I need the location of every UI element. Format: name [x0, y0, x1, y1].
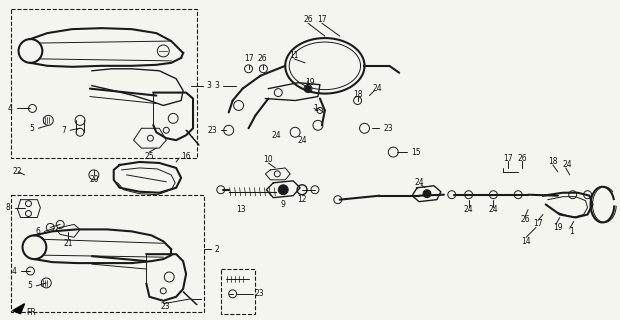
Text: 3: 3 [214, 81, 219, 90]
Text: 17: 17 [317, 15, 327, 24]
Text: 26: 26 [520, 215, 530, 224]
Text: 4: 4 [12, 267, 17, 276]
Text: 24: 24 [414, 178, 424, 187]
Text: 20: 20 [89, 175, 99, 184]
Text: 26: 26 [517, 154, 527, 163]
Text: 11: 11 [290, 52, 299, 60]
Text: 5: 5 [30, 124, 35, 133]
Text: 4: 4 [7, 104, 12, 113]
Text: 6: 6 [35, 227, 40, 236]
Text: 24: 24 [489, 205, 498, 214]
Text: 26: 26 [257, 54, 267, 63]
Text: 1: 1 [314, 104, 318, 113]
Circle shape [423, 190, 431, 198]
Text: 24: 24 [563, 160, 572, 170]
Text: 13: 13 [236, 205, 246, 214]
Bar [11, 195, 204, 312]
Bar [11, 9, 197, 158]
Text: 15: 15 [411, 148, 421, 156]
Text: 18: 18 [353, 90, 362, 99]
Text: 25: 25 [144, 152, 154, 161]
Text: 12: 12 [298, 195, 307, 204]
Text: 24: 24 [373, 84, 382, 93]
Bar [221, 269, 255, 314]
Text: 23: 23 [254, 289, 264, 298]
Text: FR: FR [27, 308, 36, 317]
Text: 1: 1 [569, 227, 574, 236]
Text: 23: 23 [161, 302, 170, 311]
Text: 21: 21 [63, 239, 73, 248]
Text: 24: 24 [464, 205, 474, 214]
Text: 8: 8 [6, 203, 11, 212]
Text: 19: 19 [305, 78, 315, 87]
Circle shape [278, 185, 288, 195]
Text: 23: 23 [207, 126, 217, 135]
Text: 23: 23 [383, 124, 393, 133]
Text: 26: 26 [303, 15, 313, 24]
Text: 17: 17 [503, 154, 513, 163]
Text: 16: 16 [181, 152, 191, 161]
Text: 2: 2 [215, 245, 219, 254]
Text: 18: 18 [548, 157, 557, 166]
Circle shape [305, 86, 311, 92]
Polygon shape [12, 304, 25, 314]
Text: 24: 24 [272, 131, 281, 140]
Text: 10: 10 [264, 156, 273, 164]
Text: 22: 22 [12, 167, 22, 176]
Text: 14: 14 [521, 237, 531, 246]
Text: 17: 17 [244, 54, 254, 63]
Text: 3: 3 [207, 81, 212, 90]
Text: 5: 5 [27, 281, 32, 290]
Text: 9: 9 [281, 200, 286, 209]
Text: 7: 7 [61, 126, 66, 135]
Text: 24: 24 [297, 136, 307, 145]
Text: 19: 19 [553, 223, 562, 232]
Text: 17: 17 [533, 219, 543, 228]
